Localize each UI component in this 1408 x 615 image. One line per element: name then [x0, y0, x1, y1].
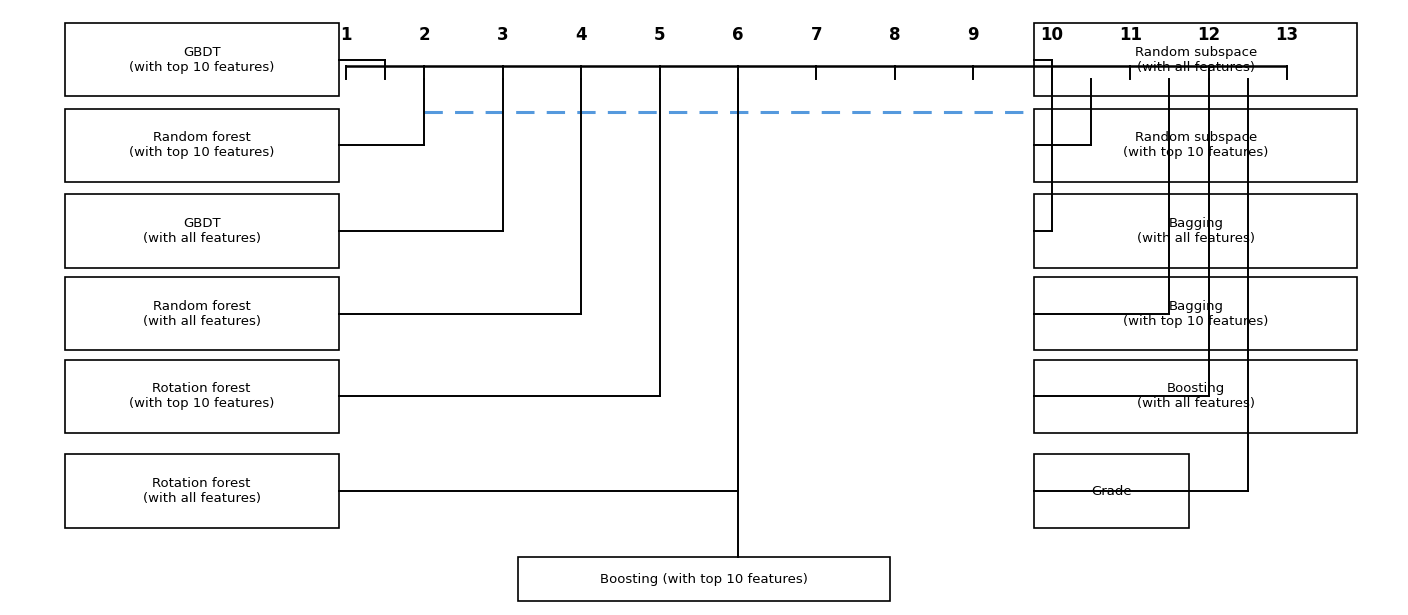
- Text: 13: 13: [1276, 26, 1298, 44]
- Text: GBDT
(with all features): GBDT (with all features): [142, 217, 260, 245]
- FancyBboxPatch shape: [1035, 194, 1357, 268]
- Text: Bagging
(with top 10 features): Bagging (with top 10 features): [1124, 300, 1269, 328]
- FancyBboxPatch shape: [1035, 23, 1357, 97]
- Text: 6: 6: [732, 26, 743, 44]
- Text: 5: 5: [653, 26, 665, 44]
- FancyBboxPatch shape: [65, 277, 339, 351]
- Text: 3: 3: [497, 26, 508, 44]
- FancyBboxPatch shape: [1035, 454, 1188, 528]
- Text: 12: 12: [1197, 26, 1221, 44]
- Text: Random subspace
(with top 10 features): Random subspace (with top 10 features): [1124, 131, 1269, 159]
- FancyBboxPatch shape: [65, 23, 339, 97]
- Text: Rotation forest
(with top 10 features): Rotation forest (with top 10 features): [130, 383, 275, 410]
- Text: 10: 10: [1041, 26, 1063, 44]
- Text: Rotation forest
(with all features): Rotation forest (with all features): [142, 477, 260, 505]
- Text: 11: 11: [1119, 26, 1142, 44]
- Text: Boosting
(with all features): Boosting (with all features): [1136, 383, 1255, 410]
- Text: 2: 2: [418, 26, 429, 44]
- FancyBboxPatch shape: [65, 454, 339, 528]
- Text: Random forest
(with top 10 features): Random forest (with top 10 features): [130, 131, 275, 159]
- FancyBboxPatch shape: [518, 557, 890, 601]
- Text: Boosting (with top 10 features): Boosting (with top 10 features): [600, 573, 808, 586]
- FancyBboxPatch shape: [1035, 277, 1357, 351]
- FancyBboxPatch shape: [1035, 360, 1357, 433]
- Text: 4: 4: [576, 26, 587, 44]
- Text: Bagging
(with all features): Bagging (with all features): [1136, 217, 1255, 245]
- FancyBboxPatch shape: [65, 360, 339, 433]
- FancyBboxPatch shape: [65, 194, 339, 268]
- Text: 8: 8: [888, 26, 901, 44]
- FancyBboxPatch shape: [1035, 108, 1357, 182]
- Text: Random subspace
(with all features): Random subspace (with all features): [1135, 46, 1257, 74]
- Text: 7: 7: [811, 26, 822, 44]
- Text: 9: 9: [967, 26, 979, 44]
- Text: GBDT
(with top 10 features): GBDT (with top 10 features): [130, 46, 275, 74]
- Text: Random forest
(with all features): Random forest (with all features): [142, 300, 260, 328]
- FancyBboxPatch shape: [65, 108, 339, 182]
- Text: 1: 1: [339, 26, 352, 44]
- Text: Grade: Grade: [1091, 485, 1132, 498]
